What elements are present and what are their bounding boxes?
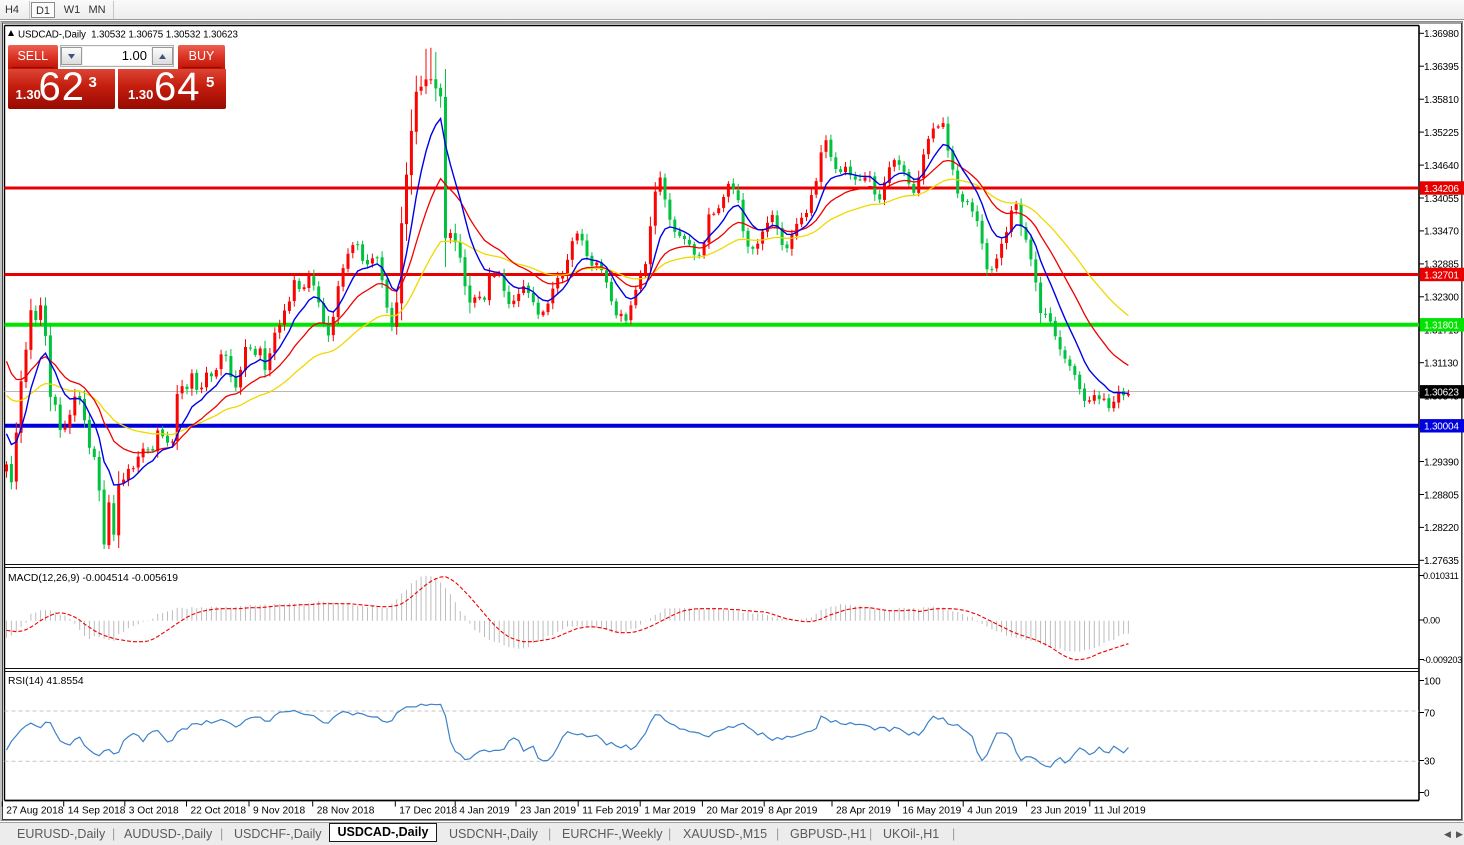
svg-text:1.36980: 1.36980: [1424, 29, 1459, 40]
svg-text:30: 30: [1424, 756, 1436, 767]
svg-text:70: 70: [1424, 708, 1436, 719]
svg-text:100: 100: [1424, 676, 1441, 687]
svg-text:0.010311: 0.010311: [1423, 571, 1459, 581]
svg-text:1.34640: 1.34640: [1424, 161, 1459, 172]
svg-text:11 Jul 2019: 11 Jul 2019: [1094, 806, 1146, 817]
svg-text:1.36395: 1.36395: [1424, 62, 1459, 73]
svg-text:MACD(12,26,9) -0.004514 -0.005: MACD(12,26,9) -0.004514 -0.005619: [8, 573, 178, 584]
svg-text:RSI(14) 41.8554: RSI(14) 41.8554: [8, 676, 84, 687]
svg-text:22 Oct 2018: 22 Oct 2018: [191, 806, 247, 817]
svg-text:1.35810: 1.35810: [1424, 95, 1459, 106]
svg-text:1.30623: 1.30623: [1424, 388, 1459, 399]
svg-text:1.29390: 1.29390: [1424, 457, 1459, 468]
svg-text:27 Aug 2018: 27 Aug 2018: [6, 806, 64, 817]
svg-text:1.31130: 1.31130: [1424, 359, 1459, 370]
svg-text:8 Apr 2019: 8 Apr 2019: [768, 806, 818, 817]
svg-text:9 Nov 2018: 9 Nov 2018: [253, 806, 305, 817]
svg-text:1.32300: 1.32300: [1424, 293, 1459, 304]
svg-text:1.34055: 1.34055: [1424, 194, 1459, 205]
svg-text:1.31801: 1.31801: [1424, 321, 1459, 332]
svg-text:23 Jan 2019: 23 Jan 2019: [520, 806, 576, 817]
svg-text:1.33470: 1.33470: [1424, 227, 1459, 238]
svg-text:USDCAD-,Daily 1.30532 1.30675: USDCAD-,Daily 1.30532 1.30675 1.30532 1.…: [18, 30, 238, 41]
svg-text:28 Nov 2018: 28 Nov 2018: [317, 806, 375, 817]
svg-text:1 Mar 2019: 1 Mar 2019: [644, 806, 696, 817]
svg-text:1.28805: 1.28805: [1424, 490, 1459, 501]
svg-text:1.30004: 1.30004: [1424, 422, 1459, 433]
svg-text:23 Jun 2019: 23 Jun 2019: [1031, 806, 1087, 817]
svg-text:0: 0: [1424, 788, 1430, 799]
svg-text:1.28220: 1.28220: [1424, 523, 1459, 534]
svg-text:11 Feb 2019: 11 Feb 2019: [582, 806, 639, 817]
svg-text:1.35225: 1.35225: [1424, 128, 1459, 139]
svg-text:17 Dec 2018: 17 Dec 2018: [399, 806, 457, 817]
svg-text:1.32701: 1.32701: [1424, 270, 1459, 281]
svg-text:-0.009203: -0.009203: [1423, 655, 1462, 665]
svg-text:20 Mar 2019: 20 Mar 2019: [706, 806, 764, 817]
svg-text:0.00: 0.00: [1423, 616, 1440, 626]
svg-text:1.27635: 1.27635: [1424, 556, 1459, 567]
svg-text:3 Oct 2018: 3 Oct 2018: [129, 806, 179, 817]
svg-text:1.34206: 1.34206: [1424, 184, 1459, 195]
svg-text:16 May 2019: 16 May 2019: [902, 806, 961, 817]
svg-text:1.32885: 1.32885: [1424, 260, 1459, 271]
svg-text:28 Apr 2019: 28 Apr 2019: [836, 806, 891, 817]
svg-text:4 Jun 2019: 4 Jun 2019: [967, 806, 1018, 817]
svg-text:14 Sep 2018: 14 Sep 2018: [68, 806, 126, 817]
svg-text:4 Jan 2019: 4 Jan 2019: [459, 806, 510, 817]
